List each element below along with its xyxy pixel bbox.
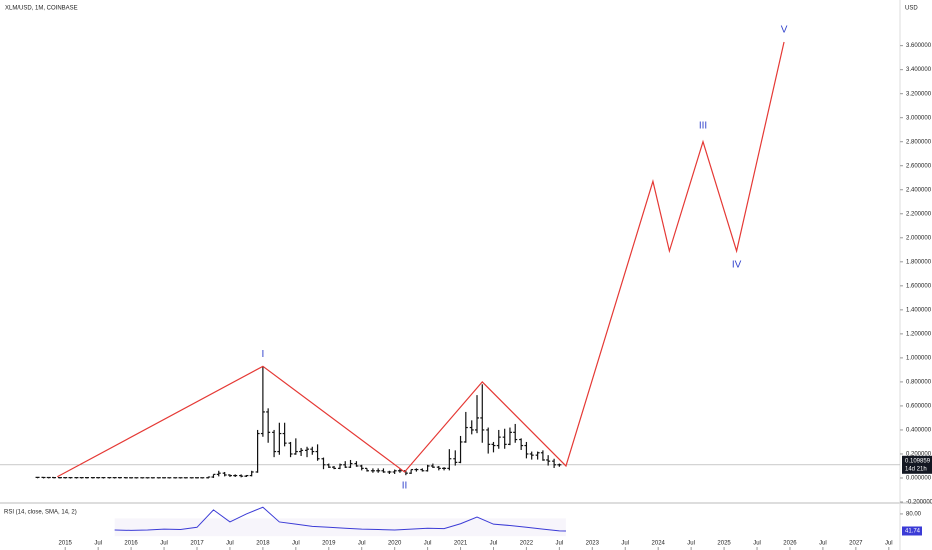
x-tick-label: 2016 xyxy=(124,541,138,547)
currency: USD xyxy=(905,6,918,12)
x-tick-label: Jul xyxy=(226,541,234,547)
rsi-value-label: 41.74 xyxy=(905,529,921,535)
y-tick-label: 0.200000 xyxy=(906,452,932,458)
y-tick-label: 3.200000 xyxy=(906,91,932,97)
x-tick-label: Jul xyxy=(358,541,366,547)
y-tick-label: 2.400000 xyxy=(906,187,932,193)
y-tick-label: 1.400000 xyxy=(906,307,932,313)
wave-label: III xyxy=(699,120,707,131)
y-tick-label: 0.000000 xyxy=(906,476,932,482)
y-tick-label: 0.400000 xyxy=(906,428,932,434)
x-tick-label: 2017 xyxy=(190,541,204,547)
y-tick-label: 1.200000 xyxy=(906,331,932,337)
y-tick-label: 3.400000 xyxy=(906,67,932,73)
x-tick-label: Jul xyxy=(687,541,695,547)
x-tick-label: 2015 xyxy=(59,541,73,547)
x-tick-label: 2025 xyxy=(717,541,731,547)
wave-label: IV xyxy=(732,260,742,271)
x-tick-label: Jul xyxy=(819,541,827,547)
x-tick-label: 2018 xyxy=(256,541,270,547)
chart-title: XLM/USD, 1M, COINBASE xyxy=(5,6,78,12)
x-tick-label: Jul xyxy=(160,541,168,547)
x-tick-label: 2023 xyxy=(586,541,600,547)
y-tick-label: -0.200000 xyxy=(906,500,932,506)
x-tick-label: Jul xyxy=(885,541,893,547)
y-tick-label: 1.800000 xyxy=(906,259,932,265)
wave-label: I xyxy=(261,349,264,360)
rsi-band xyxy=(114,518,566,537)
rsi-value-box xyxy=(902,526,922,536)
x-tick-label: Jul xyxy=(621,541,629,547)
rsi-line xyxy=(114,506,566,532)
rsi-tick-label: 80.00 xyxy=(906,511,922,517)
x-tick-label: Jul xyxy=(292,541,300,547)
last-price-box xyxy=(902,455,932,474)
wave-label: V xyxy=(781,25,788,36)
y-tick-label: 2.200000 xyxy=(906,211,932,217)
x-tick-label: 2021 xyxy=(454,541,468,547)
wave-label: II xyxy=(402,481,408,492)
countdown-label: 14d 21h xyxy=(905,466,927,472)
last-price-label: 0.109859 xyxy=(905,458,931,464)
x-tick-label: Jul xyxy=(490,541,498,547)
y-tick-label: 1.000000 xyxy=(906,355,932,361)
y-tick-label: 0.600000 xyxy=(906,404,932,410)
y-tick-label: 2.800000 xyxy=(906,139,932,145)
x-tick-label: 2020 xyxy=(388,541,402,547)
y-tick-label: 1.600000 xyxy=(906,283,932,289)
y-tick-label: 3.000000 xyxy=(906,115,932,121)
rsi-title: RSI (14, close, SMA, 14, 2) xyxy=(4,510,77,516)
x-tick-label: Jul xyxy=(753,541,761,547)
x-tick-label: 2026 xyxy=(783,541,797,547)
y-tick-label: 2.600000 xyxy=(906,163,932,169)
wave-line xyxy=(57,41,785,478)
y-tick-label: 0.800000 xyxy=(906,379,932,385)
x-tick-label: Jul xyxy=(556,541,564,547)
y-tick-label: 3.600000 xyxy=(906,43,932,49)
y-tick-label: 2.000000 xyxy=(906,235,932,241)
x-tick-label: Jul xyxy=(94,541,102,547)
x-tick-label: 2027 xyxy=(849,541,863,547)
x-tick-label: 2024 xyxy=(652,541,666,547)
x-tick-label: Jul xyxy=(424,541,432,547)
x-tick-label: 2019 xyxy=(322,541,336,547)
x-tick-label: 2022 xyxy=(520,541,534,547)
